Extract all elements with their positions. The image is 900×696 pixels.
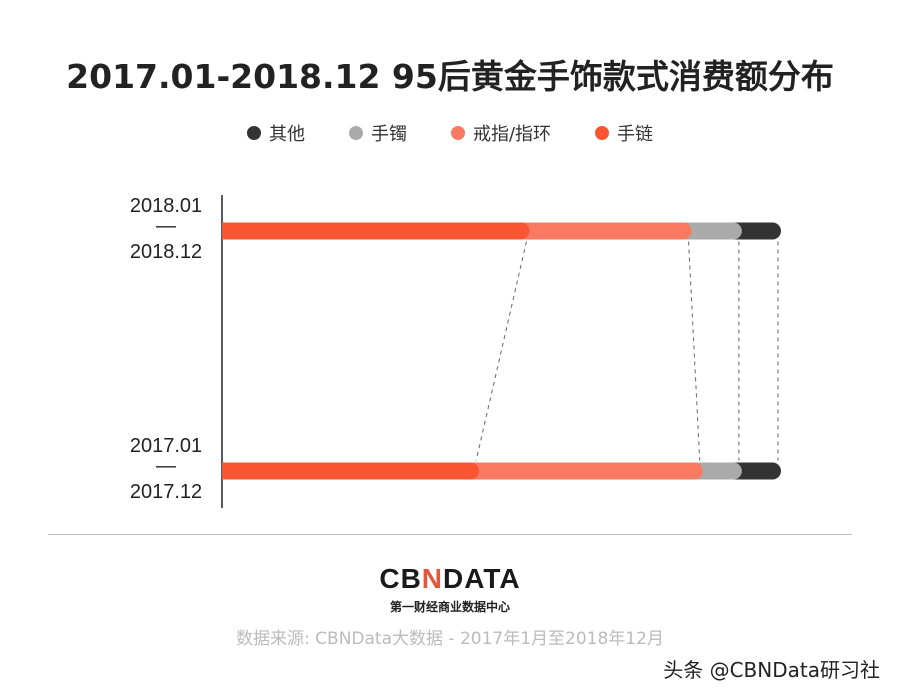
legend-label: 戒指/指环	[472, 124, 552, 145]
category-label: —	[156, 215, 176, 237]
logo-subtitle: 第一财经商业数据中心	[389, 600, 510, 614]
legend-dot	[246, 126, 261, 140]
category-label: —	[156, 455, 176, 477]
legend-dot	[450, 126, 465, 140]
legend-item-ring: 戒指/指环	[450, 120, 552, 146]
legend-item-other: 其他	[246, 120, 305, 146]
legend: 其他 手镯 戒指/指环 手链	[0, 120, 900, 146]
cbndata-logo: CBNDATA	[379, 563, 521, 594]
legend-label: 手镯	[370, 124, 407, 145]
category-label: 2018.12	[130, 241, 202, 263]
bar-segment	[222, 222, 530, 240]
connector-line	[475, 241, 527, 461]
divider	[48, 534, 852, 535]
legend-item-bangle: 手镯	[348, 120, 407, 146]
category-label: 2018.01	[130, 195, 202, 217]
legend-label: 其他	[268, 124, 305, 145]
category-label: 2017.01	[130, 435, 202, 457]
data-source: 数据来源: CBNData大数据 - 2017年1月至2018年12月	[236, 629, 664, 649]
legend-label: 手链	[617, 124, 654, 145]
legend-dot	[348, 126, 363, 140]
bar-segment	[222, 462, 480, 480]
watermark: 头条 @CBNData研习社	[663, 658, 880, 682]
connector-line	[688, 241, 701, 461]
category-label: 2017.12	[130, 481, 202, 503]
chart-title: 2017.01-2018.12 95后黄金手饰款式消费额分布	[66, 57, 834, 96]
legend-item-bracelet: 手链	[595, 120, 653, 146]
legend-dot	[595, 126, 610, 140]
